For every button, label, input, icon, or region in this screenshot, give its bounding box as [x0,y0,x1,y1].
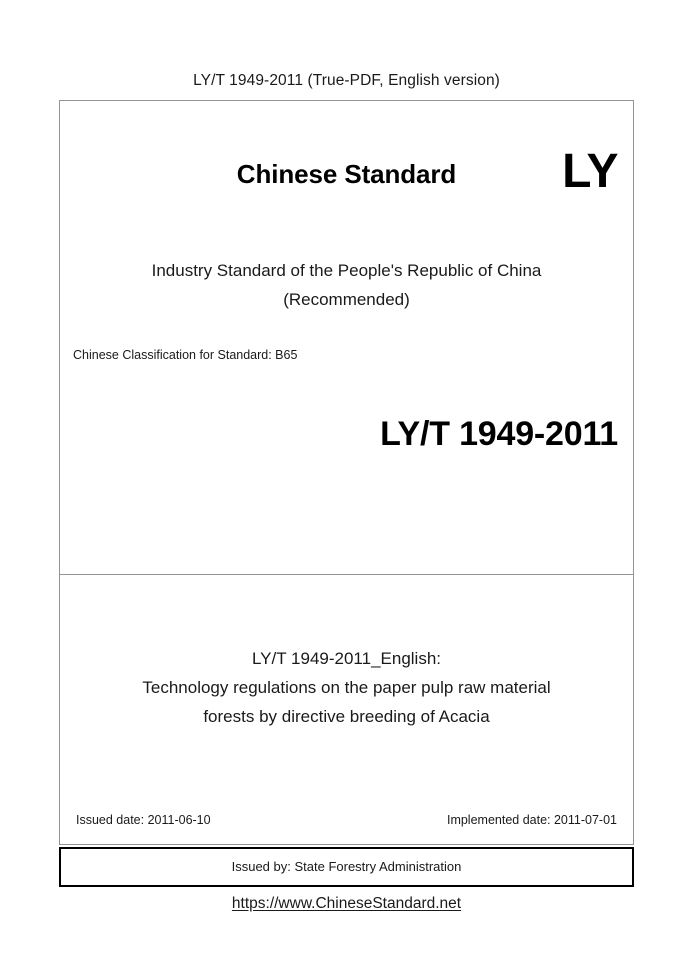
standard-number: LY/T 1949-2011 [380,415,618,453]
classification-code: Chinese Classification for Standard: B65 [73,348,298,362]
footer-website-link[interactable]: https://www.ChineseStandard.net [0,893,693,914]
page-header-reference: LY/T 1949-2011 (True-PDF, English versio… [193,72,500,89]
issuer-frame: Issued by: State Forestry Administration [59,847,634,887]
industry-standard-line-1: Industry Standard of the People's Republ… [151,261,542,280]
issued-date: Issued date: 2011-06-10 [76,813,211,827]
industry-standard-caption: Industry Standard of the People's Republ… [60,256,633,314]
dates-row: Issued date: 2011-06-10 Implemented date… [76,811,617,829]
cover-frame: Chinese Standard LY Industry Standard of… [59,100,634,845]
footer-website-link-text[interactable]: https://www.ChineseStandard.net [231,895,462,912]
brand-row: Chinese Standard LY [60,146,633,206]
document-title-line-3: forests by directive breeding of Acacia [203,707,490,726]
document-title-line-1: LY/T 1949-2011_English: [251,649,442,668]
document-title-line-2: Technology regulations on the paper pulp… [142,678,551,697]
document-title: LY/T 1949-2011_English: Technology regul… [80,644,613,731]
ly-logo: LY [562,145,618,198]
implemented-date: Implemented date: 2011-07-01 [446,813,617,827]
industry-standard-line-2: (Recommended) [283,290,410,309]
issued-by: Issued by: State Forestry Administration [231,859,462,874]
cover-upper-panel: Chinese Standard LY Industry Standard of… [60,101,633,575]
cover-lower-panel: LY/T 1949-2011_English: Technology regul… [60,575,633,844]
brand-title: Chinese Standard [236,159,457,189]
